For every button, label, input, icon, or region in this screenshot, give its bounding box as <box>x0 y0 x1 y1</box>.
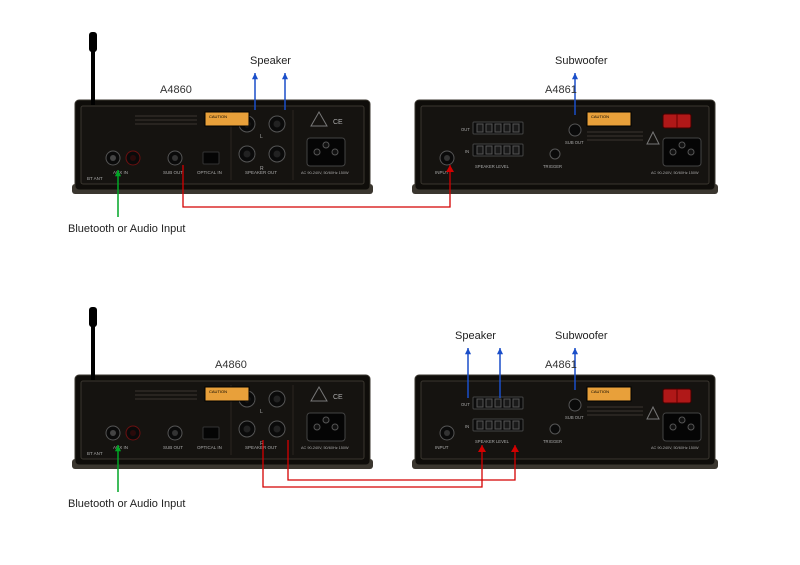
svg-text:CAUTION: CAUTION <box>591 114 609 119</box>
svg-text:CE: CE <box>333 119 343 126</box>
svg-text:CAUTION: CAUTION <box>209 389 227 394</box>
svg-text:TRIGGER: TRIGGER <box>543 164 562 169</box>
svg-text:BT ANT: BT ANT <box>87 451 103 456</box>
connection-diagram: BT ANTAUX INSUB OUTOPTICAL INLRSPEAKER O… <box>0 0 800 565</box>
svg-text:AC 90-240V, 50/60Hz 150W: AC 90-240V, 50/60Hz 150W <box>651 171 699 175</box>
svg-text:SUB OUT: SUB OUT <box>565 415 584 420</box>
svg-text:AC 90-240V, 50/60Hz 150W: AC 90-240V, 50/60Hz 150W <box>301 171 349 175</box>
svg-text:SPEAKER OUT: SPEAKER OUT <box>245 170 277 175</box>
bluetooth-label-2: Bluetooth or Audio Input <box>68 498 185 510</box>
svg-text:CAUTION: CAUTION <box>209 114 227 119</box>
subwoofer-label-2: Subwoofer <box>555 330 608 342</box>
svg-text:OUT: OUT <box>461 402 470 407</box>
speaker-label-1: Speaker <box>250 55 291 67</box>
svg-text:SUB OUT: SUB OUT <box>163 445 183 450</box>
svg-text:SUB OUT: SUB OUT <box>565 140 584 145</box>
model-a-label-1: A4860 <box>160 84 192 96</box>
svg-text:TRIGGER: TRIGGER <box>543 439 562 444</box>
model-b-label-1: A4861 <box>545 84 577 96</box>
svg-text:OPTICAL IN: OPTICAL IN <box>197 445 222 450</box>
svg-text:OUT: OUT <box>461 127 470 132</box>
svg-text:SPEAKER OUT: SPEAKER OUT <box>245 445 277 450</box>
svg-text:SUB OUT: SUB OUT <box>163 170 183 175</box>
speaker-label-2: Speaker <box>455 330 496 342</box>
svg-text:AC 90-240V, 50/60Hz 150W: AC 90-240V, 50/60Hz 150W <box>651 446 699 450</box>
model-b-label-2: A4861 <box>545 359 577 371</box>
subwoofer-label-1: Subwoofer <box>555 55 608 67</box>
svg-text:OPTICAL IN: OPTICAL IN <box>197 170 222 175</box>
svg-text:AUX IN: AUX IN <box>113 445 128 450</box>
svg-text:AC 90-240V, 50/60Hz 150W: AC 90-240V, 50/60Hz 150W <box>301 446 349 450</box>
svg-text:SPEAKER LEVEL: SPEAKER LEVEL <box>475 164 510 169</box>
svg-text:CAUTION: CAUTION <box>591 389 609 394</box>
svg-text:BT ANT: BT ANT <box>87 176 103 181</box>
svg-text:AUX IN: AUX IN <box>113 170 128 175</box>
svg-text:L: L <box>260 134 263 140</box>
bluetooth-label-1: Bluetooth or Audio Input <box>68 223 185 235</box>
svg-text:IN: IN <box>465 424 469 429</box>
svg-text:SPEAKER LEVEL: SPEAKER LEVEL <box>475 439 510 444</box>
model-a-label-2: A4860 <box>215 359 247 371</box>
svg-text:CE: CE <box>333 394 343 401</box>
svg-text:IN: IN <box>465 149 469 154</box>
svg-text:INPUT: INPUT <box>435 170 449 175</box>
svg-text:INPUT: INPUT <box>435 445 449 450</box>
svg-text:L: L <box>260 409 263 415</box>
